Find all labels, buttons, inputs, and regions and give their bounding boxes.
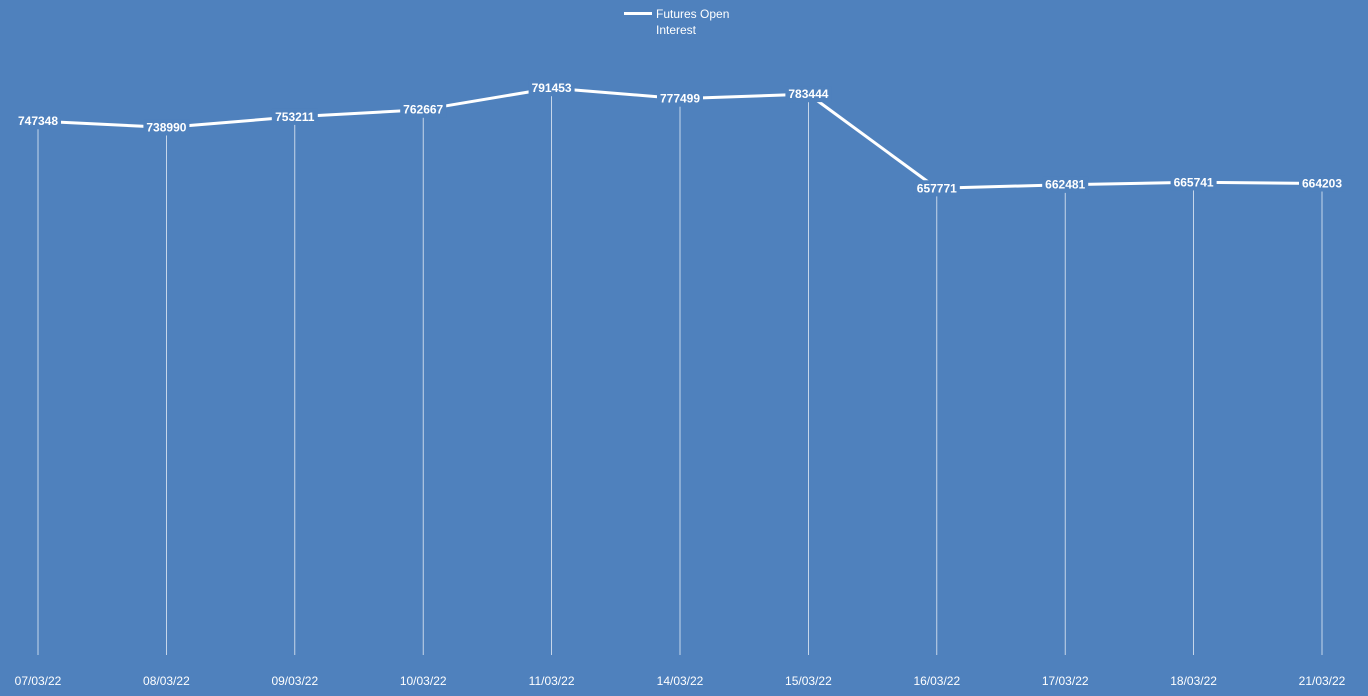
data-label: 662481 — [1045, 178, 1085, 192]
data-label: 753211 — [275, 110, 315, 124]
data-label: 738990 — [146, 120, 186, 134]
x-tick-label: 08/03/22 — [143, 674, 190, 688]
data-label-bg — [1042, 176, 1089, 193]
data-label-bg — [785, 86, 832, 103]
data-label-bg — [1299, 175, 1345, 192]
legend-series-label: Futures Open Interest — [656, 7, 730, 37]
data-label-bg — [913, 180, 960, 197]
data-label: 657771 — [917, 181, 957, 195]
data-label: 791453 — [532, 81, 572, 95]
data-label-bg — [271, 108, 318, 125]
data-label-bg — [657, 90, 703, 107]
x-tick-label: 11/03/22 — [529, 674, 575, 688]
data-label-bg — [1170, 174, 1217, 191]
data-label-bg — [15, 113, 61, 130]
x-tick-label: 16/03/22 — [913, 674, 960, 688]
x-tick-label: 17/03/22 — [1042, 674, 1089, 688]
data-label: 747348 — [18, 114, 58, 128]
x-tick-label: 14/03/22 — [657, 674, 704, 688]
data-label: 664203 — [1302, 176, 1342, 190]
x-tick-label: 10/03/22 — [400, 674, 447, 688]
data-label: 762667 — [403, 103, 443, 117]
x-tick-label: 15/03/22 — [785, 674, 832, 688]
x-tick-label: 09/03/22 — [271, 674, 318, 688]
data-label-bg — [143, 119, 190, 136]
data-label-bg — [528, 80, 575, 97]
data-label: 783444 — [788, 87, 828, 101]
x-tick-label: 18/03/22 — [1170, 674, 1217, 688]
data-label: 665741 — [1174, 175, 1214, 189]
x-tick-label: 07/03/22 — [15, 674, 62, 688]
x-tick-label: 21/03/22 — [1299, 674, 1346, 688]
legend-line-swatch — [624, 12, 652, 15]
data-label: 777499 — [660, 92, 700, 106]
data-label-bg — [400, 101, 447, 118]
